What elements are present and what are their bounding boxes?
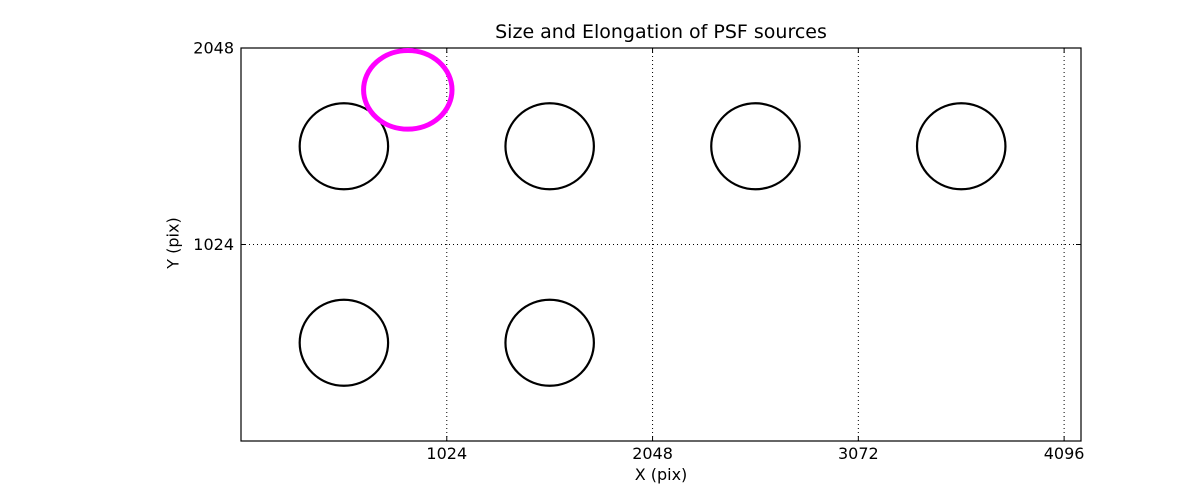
psf-source-ellipse (298, 102, 390, 191)
psf-source-ellipse (504, 102, 595, 191)
y-tick-label: 1024 (193, 235, 234, 254)
x-tick-label: 3072 (838, 444, 879, 463)
x-axis-label: X (pix) (634, 465, 688, 484)
psf-source-ellipse (710, 102, 801, 191)
psf-source-ellipse (915, 102, 1007, 191)
y-tick-label: 2048 (193, 39, 234, 58)
y-axis-label: Y (pix) (163, 217, 183, 269)
psf-source-ellipse (298, 298, 390, 387)
x-tick-label: 2048 (632, 444, 673, 463)
chart-title: Size and Elongation of PSF sources (495, 21, 827, 43)
psf-source-ellipse (504, 298, 595, 387)
x-tick-label: 1024 (426, 444, 467, 463)
flagged-source-ellipse (361, 47, 455, 132)
x-tick-label: 4096 (1044, 444, 1085, 463)
